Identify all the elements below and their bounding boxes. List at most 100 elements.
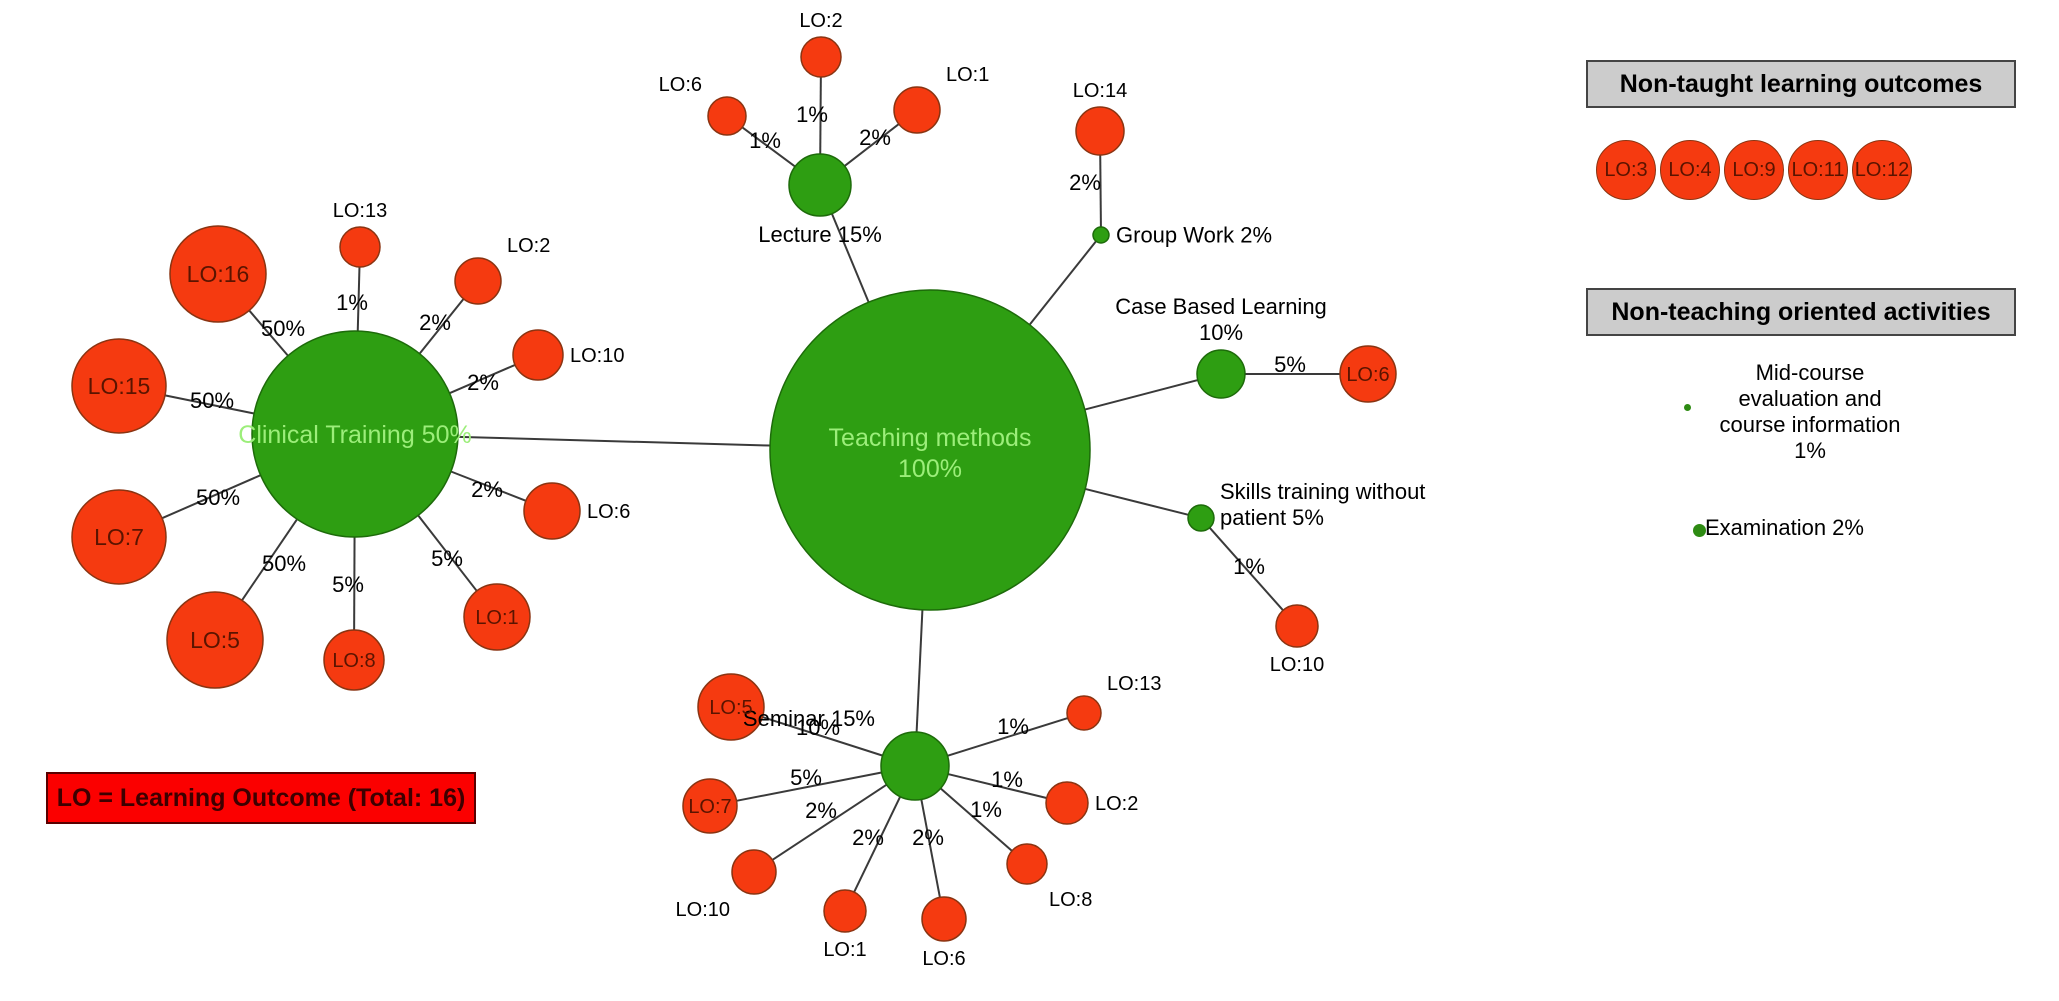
node-learning-outcome[interactable] bbox=[707, 96, 747, 136]
edge-method-to-outcome bbox=[248, 309, 289, 357]
node-label: Seminar 15% bbox=[743, 706, 875, 731]
edge-method-to-outcome bbox=[418, 298, 465, 355]
green-dot-icon bbox=[1693, 524, 1706, 537]
node-method-lecture[interactable] bbox=[788, 153, 852, 217]
edge-method-to-outcome bbox=[1208, 527, 1284, 611]
node-label: LO:8 bbox=[1049, 889, 1092, 911]
edge-percent-label: 2% bbox=[852, 825, 884, 850]
node-learning-outcome[interactable] bbox=[1066, 695, 1102, 731]
legend-lo-chip: LO:12 bbox=[1852, 140, 1912, 200]
node-label: LO:2 bbox=[507, 235, 550, 257]
edge-root-to-method bbox=[1028, 240, 1097, 326]
edge-percent-label: 2% bbox=[419, 310, 451, 335]
node-label: LO:10 bbox=[1270, 654, 1324, 676]
node-method-seminar[interactable] bbox=[880, 731, 950, 801]
edge-percent-label: 2% bbox=[467, 370, 499, 395]
edge-percent-label: 50% bbox=[196, 485, 240, 510]
edge-percent-label: 5% bbox=[332, 572, 364, 597]
node-learning-outcome[interactable] bbox=[921, 896, 967, 942]
node-label: patient 5% bbox=[1220, 505, 1324, 530]
edge-method-to-outcome bbox=[736, 771, 882, 802]
edge-percent-label: 10% bbox=[796, 715, 840, 740]
node-learning-outcome[interactable] bbox=[1075, 106, 1125, 156]
edge-root-to-method bbox=[457, 435, 771, 447]
node-method-cbl[interactable] bbox=[1196, 349, 1246, 399]
legend-non-taught-items: LO:3 LO:4 LO:9 LO:11 LO:12 bbox=[1596, 140, 1912, 200]
node-label: LO:6 bbox=[1346, 364, 1389, 386]
edge-percent-label: 2% bbox=[805, 798, 837, 823]
edge-method-to-outcome bbox=[417, 514, 478, 592]
edge-percent-label: 50% bbox=[262, 551, 306, 576]
edge-method-to-outcome bbox=[939, 787, 1013, 852]
node-learning-outcome[interactable] bbox=[323, 629, 385, 691]
node-label: LO:6 bbox=[659, 74, 702, 96]
node-learning-outcome[interactable] bbox=[1275, 604, 1319, 648]
node-label: LO:13 bbox=[333, 200, 387, 222]
edge-percent-label: 5% bbox=[431, 546, 463, 571]
edge-method-to-outcome bbox=[853, 796, 902, 893]
edge-method-to-outcome bbox=[1099, 154, 1102, 228]
legend-lo-chip: LO:3 bbox=[1596, 140, 1656, 200]
node-label: LO:2 bbox=[1095, 793, 1138, 815]
edge-method-to-outcome bbox=[843, 123, 900, 167]
node-learning-outcome[interactable] bbox=[1339, 345, 1397, 403]
node-label: LO:6 bbox=[922, 948, 965, 970]
node-learning-outcome[interactable] bbox=[800, 36, 842, 78]
edge-method-to-outcome bbox=[241, 518, 298, 601]
node-learning-outcome[interactable] bbox=[169, 225, 267, 323]
legend-non-teaching-title: Non-teaching oriented activities bbox=[1586, 288, 2016, 336]
edge-root-to-method bbox=[915, 609, 924, 733]
node-label: Skills training without bbox=[1220, 479, 1425, 504]
node-label: LO:1 bbox=[823, 939, 866, 961]
edge-percent-label: 2% bbox=[912, 825, 944, 850]
edge-percent-label: 5% bbox=[790, 765, 822, 790]
edge-method-to-outcome bbox=[356, 266, 361, 332]
root-value: 100% bbox=[898, 455, 962, 483]
edge-method-to-outcome bbox=[819, 76, 822, 155]
edge-percent-label: 1% bbox=[970, 797, 1002, 822]
edge-percent-label: 1% bbox=[796, 102, 828, 127]
edge-root-to-method bbox=[1084, 487, 1189, 516]
node-label: LO:10 bbox=[570, 345, 624, 367]
edge-percent-label: 1% bbox=[997, 714, 1029, 739]
node-label: LO:5 bbox=[190, 627, 240, 653]
node-learning-outcome[interactable] bbox=[71, 338, 167, 434]
node-learning-outcome[interactable] bbox=[512, 329, 564, 381]
node-method-clinical[interactable] bbox=[251, 330, 459, 538]
node-learning-outcome[interactable] bbox=[166, 591, 264, 689]
node-learning-outcome[interactable] bbox=[463, 583, 531, 651]
node-label: Case Based Learning bbox=[1115, 294, 1327, 319]
edge-method-to-outcome bbox=[449, 363, 516, 395]
node-learning-outcome[interactable] bbox=[697, 673, 765, 741]
legend-learning-outcome-key: LO = Learning Outcome (Total: 16) bbox=[46, 772, 476, 824]
node-learning-outcome[interactable] bbox=[71, 489, 167, 585]
node-learning-outcome[interactable] bbox=[339, 226, 381, 268]
root-label: Teaching methods bbox=[829, 424, 1032, 452]
node-learning-outcome[interactable] bbox=[731, 849, 777, 895]
node-label: LO:14 bbox=[1073, 80, 1127, 102]
node-label: Clinical Training 50% bbox=[238, 421, 471, 449]
node-learning-outcome[interactable] bbox=[1006, 843, 1048, 885]
node-learning-outcome[interactable] bbox=[682, 778, 738, 834]
node-label: LO:6 bbox=[587, 501, 630, 523]
node-learning-outcome[interactable] bbox=[893, 86, 941, 134]
edge-method-to-outcome bbox=[947, 773, 1047, 800]
node-learning-outcome[interactable] bbox=[1045, 781, 1089, 825]
edge-method-to-outcome bbox=[920, 799, 941, 898]
node-method-groupwork[interactable] bbox=[1092, 226, 1110, 244]
non-teaching-activity-item: Mid-course evaluation and course informa… bbox=[1719, 360, 1901, 463]
node-learning-outcome[interactable] bbox=[823, 889, 867, 933]
edge-percent-label: 2% bbox=[1069, 170, 1101, 195]
edge-percent-label: 50% bbox=[190, 388, 234, 413]
node-method-skills[interactable] bbox=[1187, 504, 1215, 532]
node-teaching-methods[interactable] bbox=[769, 289, 1091, 611]
label-layer: Teaching methods 100% Clinical Training 50… bbox=[88, 10, 1426, 970]
node-label: LO:7 bbox=[688, 796, 731, 818]
node-label: LO:1 bbox=[475, 607, 518, 629]
node-learning-outcome[interactable] bbox=[454, 257, 502, 305]
node-label: LO:10 bbox=[676, 899, 730, 921]
node-learning-outcome[interactable] bbox=[523, 482, 581, 540]
edge-percent-label: 1% bbox=[749, 128, 781, 153]
legend-non-taught-title: Non-taught learning outcomes bbox=[1586, 60, 2016, 108]
node-layer bbox=[71, 36, 1397, 942]
